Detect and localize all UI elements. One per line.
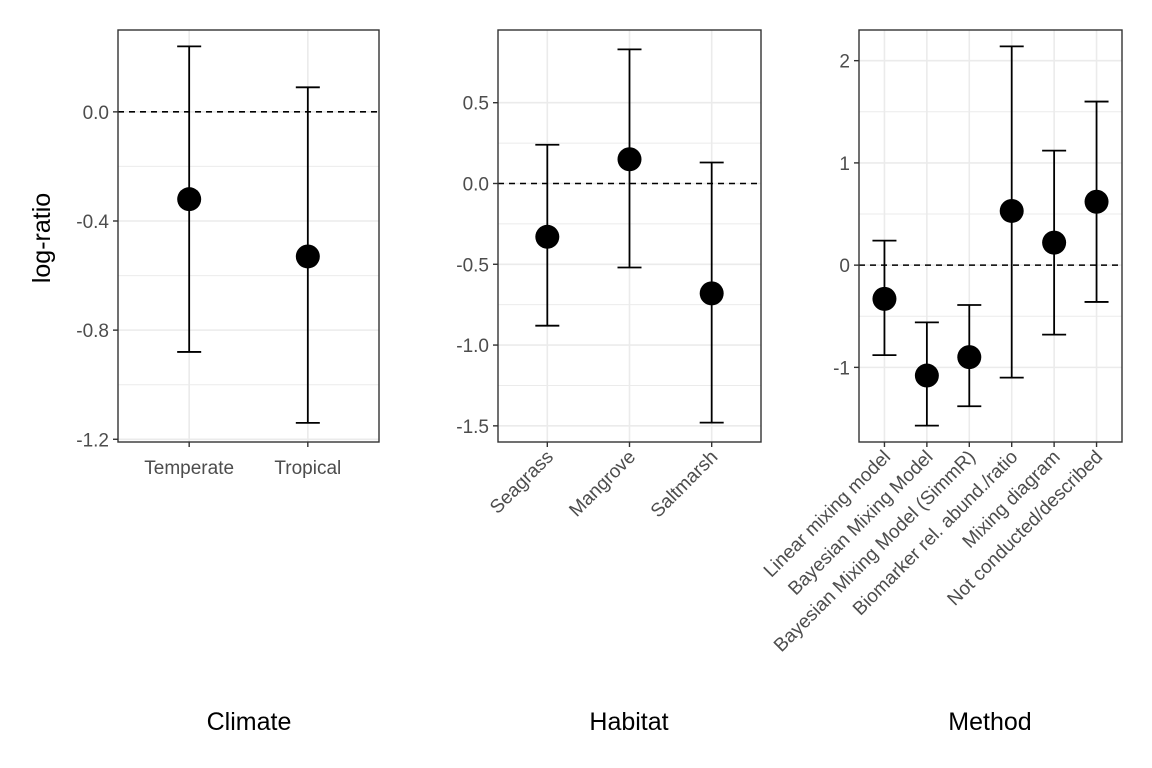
data-point — [535, 224, 560, 249]
data-point — [699, 281, 724, 306]
x-axis-title-habitat: Habitat — [589, 708, 668, 736]
panel-habitat: -1.5 -1.0 -0.5 0.0 0.5 Seagrass Mangrove Saltma… — [456, 29, 762, 736]
y-tick-label: -1 — [833, 358, 850, 379]
data-point — [617, 147, 642, 172]
y-tick-label: -0.4 — [76, 212, 109, 233]
data-point — [872, 286, 897, 311]
data-point — [914, 363, 939, 388]
x-tick-label: Temperate — [144, 458, 234, 479]
y-tick-label: 1 — [839, 154, 850, 175]
panel-background — [118, 30, 379, 442]
y-tick-label: 0.0 — [83, 103, 109, 124]
y-tick-label: 0.5 — [463, 94, 489, 115]
panel-background — [859, 30, 1122, 442]
data-point — [295, 244, 320, 269]
panel-border — [117, 29, 380, 443]
y-tick-label: 2 — [839, 52, 850, 73]
data-point — [957, 345, 982, 370]
x-axis-title-method: Method — [948, 708, 1031, 736]
data-point — [999, 198, 1024, 223]
y-tick-label: -0.8 — [76, 321, 109, 342]
x-tick-label: Mangrove — [565, 447, 640, 522]
data-point — [1042, 230, 1067, 255]
y-tick-label: 0 — [839, 256, 850, 277]
data-point — [177, 187, 202, 212]
x-axis-title-climate: Climate — [207, 708, 292, 736]
x-tick-label: Tropical — [274, 458, 341, 479]
y-axis-title: log-ratio — [28, 193, 56, 283]
panel-border — [858, 29, 1123, 443]
y-tick-label: -1.2 — [76, 430, 109, 451]
data-point — [1084, 189, 1109, 214]
x-tick-label: Seagrass — [486, 447, 558, 519]
y-tick-label: 0.0 — [463, 174, 489, 195]
y-tick-label: -0.5 — [456, 255, 489, 276]
x-tick-label: Saltmarsh — [647, 447, 722, 522]
panel-climate: -1.2 -0.8 -0.4 0.0 Temperate Tropical Climate — [76, 29, 380, 736]
y-tick-label: -1.0 — [456, 336, 489, 357]
y-tick-label: -1.5 — [456, 417, 489, 438]
